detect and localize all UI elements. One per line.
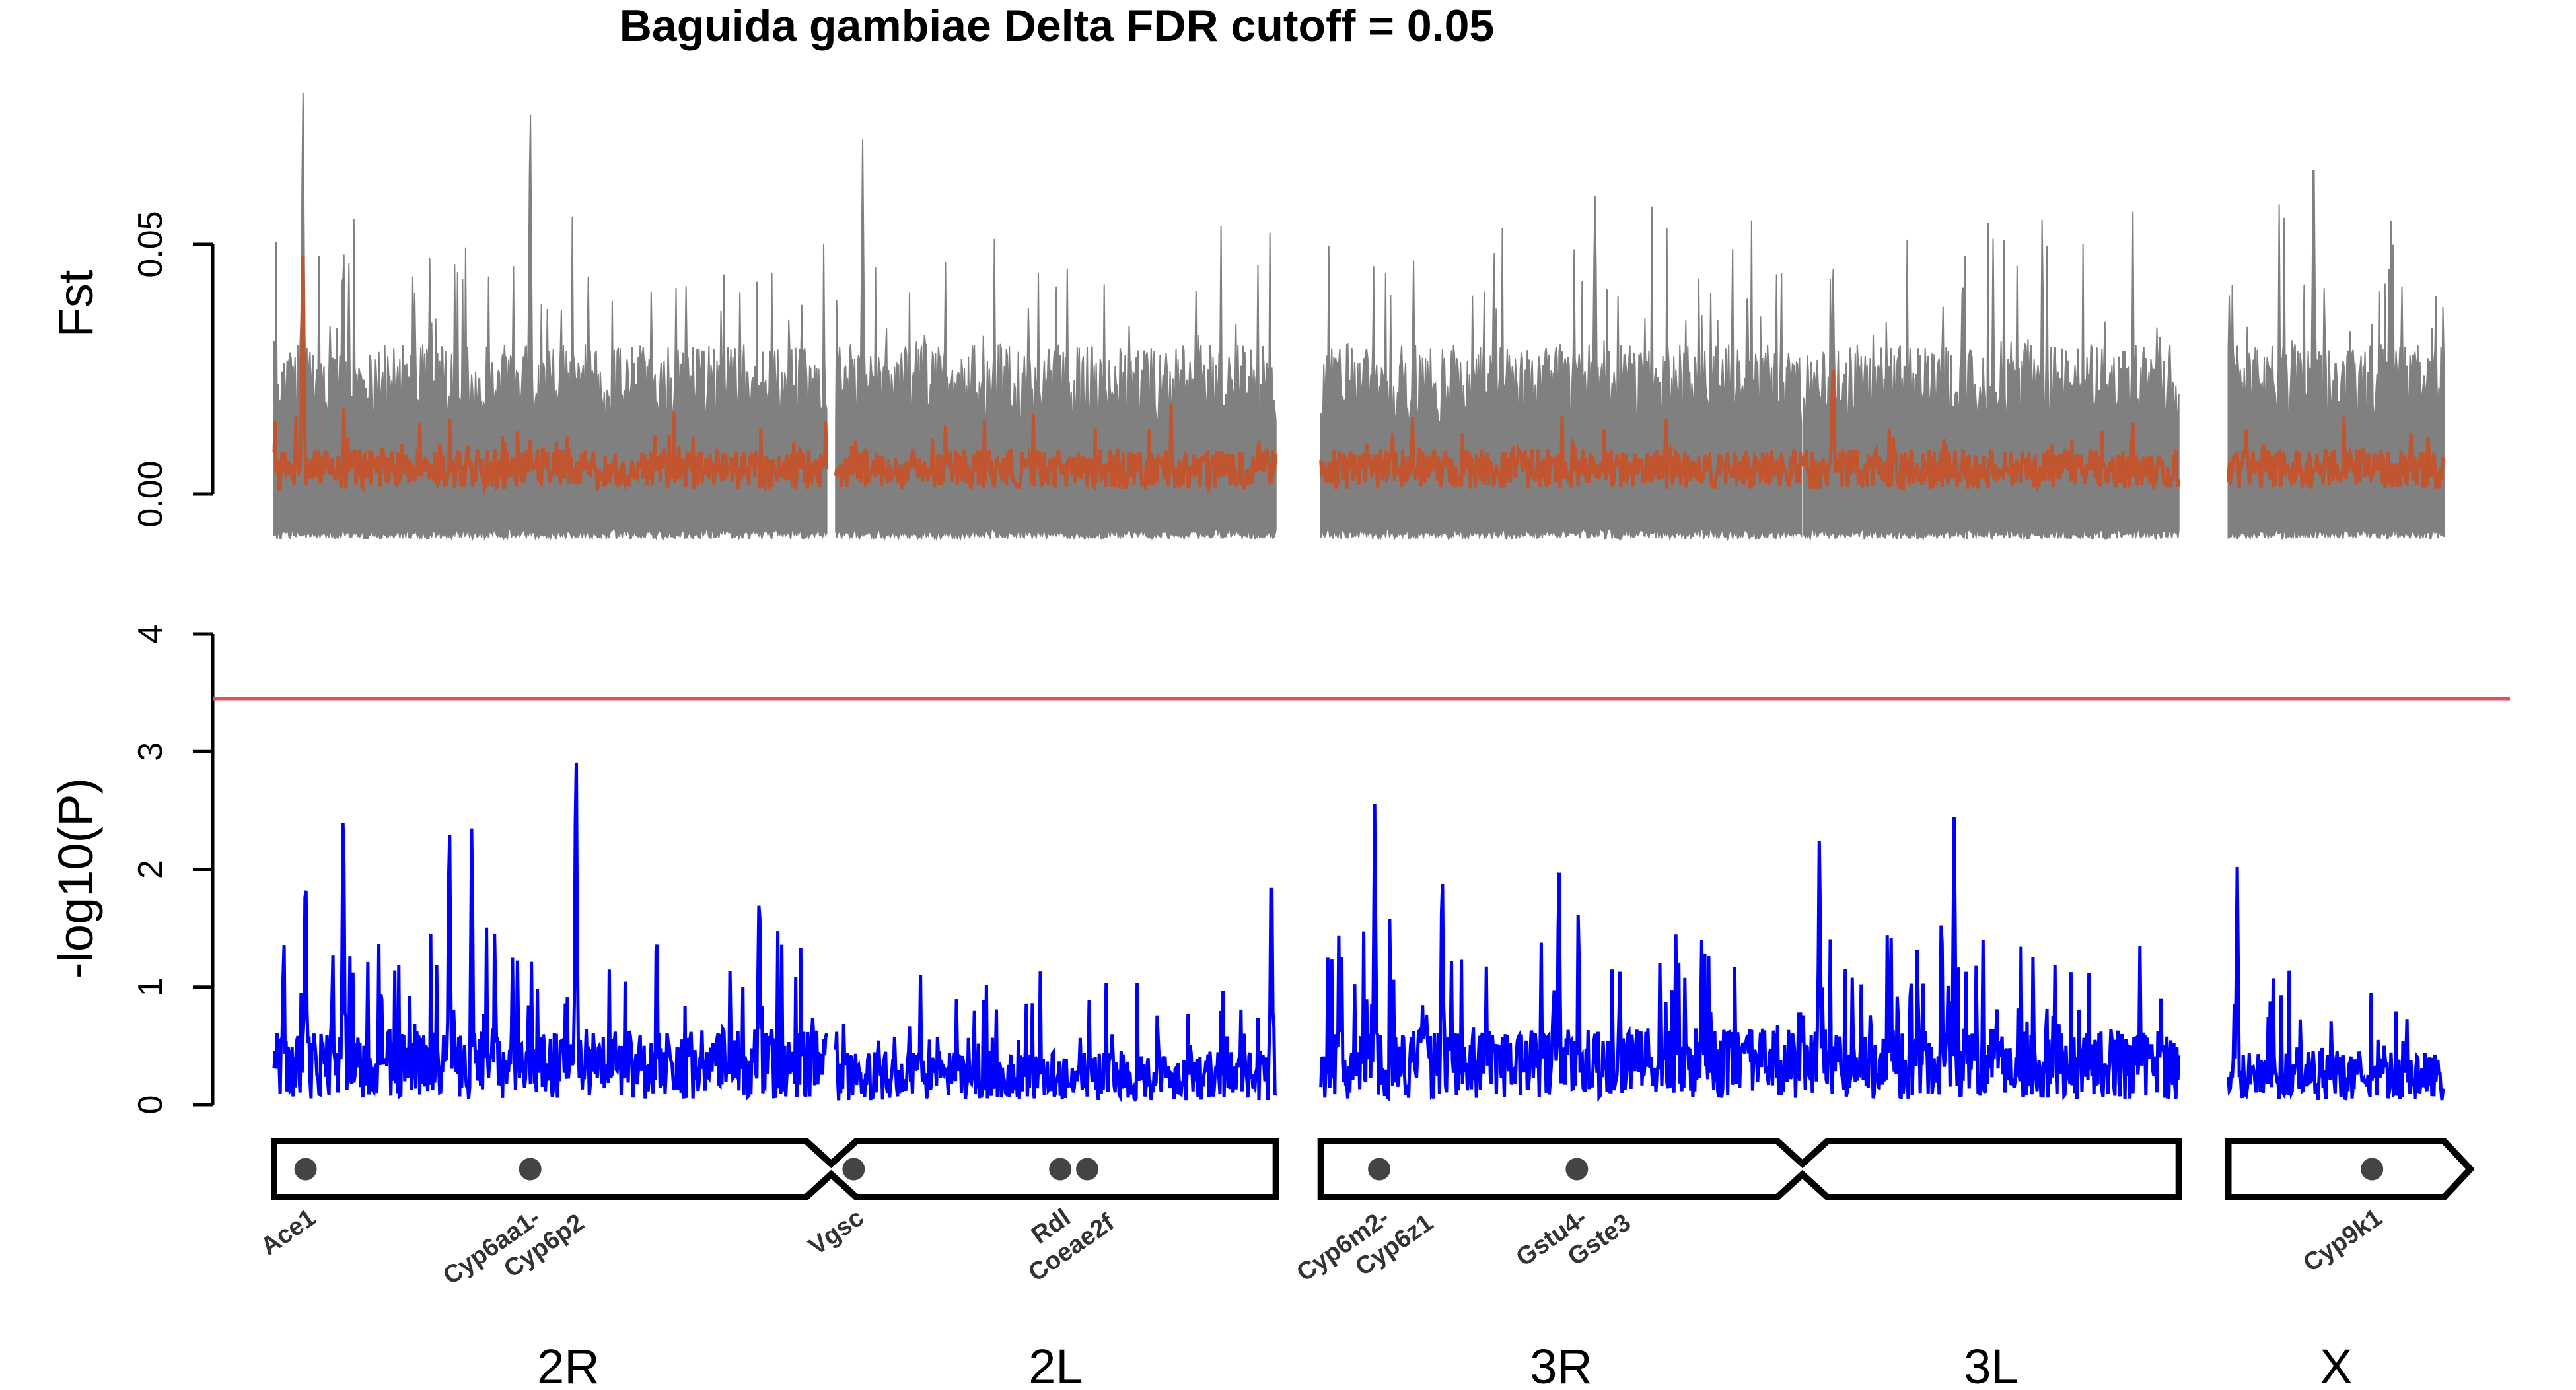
gene-marker-dot (1076, 1158, 1099, 1181)
gene-marker-dot (1368, 1158, 1391, 1181)
chromosome-2 (271, 1138, 1279, 1200)
fst-y-axis: 0.00 0.05 (131, 211, 215, 528)
gene-marker-label: Cyp6aa1-Cyp6p2 (438, 1185, 589, 1314)
fst-mean-line-3L (1802, 370, 2181, 492)
pvalue-line-X (2227, 866, 2446, 1101)
fst-mean-line-2L (834, 403, 1278, 495)
pvalue-tick-label: 2 (131, 860, 170, 879)
gene-marker-dot (294, 1158, 317, 1181)
gene-marker-dot (842, 1158, 865, 1181)
pvalue-tick-label: 0 (131, 1095, 170, 1115)
chromosome-label-3R: 3R (1530, 1339, 1592, 1387)
pvalue-y-axis-label: -log10(P) (48, 778, 103, 979)
gene-marker-dot (519, 1158, 542, 1181)
fst-tick-label: 0.05 (131, 211, 170, 277)
fst-mean-line-3R (1319, 416, 1803, 489)
gene-marker-label: Ace1 (256, 1204, 321, 1261)
chromosome-X (2225, 1138, 2475, 1200)
gene-marker-dot (1565, 1158, 1589, 1181)
gene-marker-label: Cyp9k1 (2299, 1204, 2388, 1278)
chromosome-3 (1317, 1138, 2182, 1200)
gene-marker-dot (2361, 1158, 2384, 1181)
gene-marker-label: Gstu4-Gste3 (1511, 1185, 1636, 1296)
gene-marker-label: Vgsc (804, 1204, 869, 1261)
pvalue-tick-label: 4 (131, 625, 170, 644)
pvalue-line-3L (1801, 817, 2181, 1101)
fst-y-axis-label: Fst (48, 269, 103, 337)
fst-envelope-3L (1803, 211, 2180, 541)
pvalue-series (272, 762, 2446, 1103)
fst-mean-line-2R (272, 256, 829, 495)
fst-tick-label: 0.00 (131, 460, 170, 527)
pvalue-y-axis: 0 1 2 3 4 (131, 625, 215, 1115)
fst-mean-line-X (2227, 416, 2446, 489)
pvalue-line-3R (1319, 804, 1803, 1103)
fst-envelope-3R (1320, 196, 1803, 541)
chromosome-label-3L: 3L (1964, 1339, 2018, 1387)
chromosome-label-2R: 2R (537, 1339, 600, 1387)
chart-title: Baguida gambiae Delta FDR cutoff = 0.05 (620, 1, 1494, 51)
chromosome-label-2L: 2L (1028, 1339, 1083, 1387)
chromosome-labels: 2R 2L 3R 3L X (537, 1339, 2352, 1390)
gene-marker-label: Cyp6m2-Cyp6z1 (1292, 1185, 1439, 1311)
pvalue-tick-label: 1 (131, 977, 170, 996)
fst-envelope-2R (273, 92, 828, 541)
pvalue-line-2L (834, 887, 1277, 1103)
pvalue-tick-label: 3 (131, 742, 170, 761)
fst-envelope-X (2227, 170, 2445, 541)
chromosome-ideogram (271, 1138, 2475, 1200)
chromosome-label-X: X (2320, 1339, 2352, 1387)
fst-series (272, 92, 2446, 541)
gene-marker-dot (1049, 1158, 1072, 1181)
pvalue-line-2R (272, 762, 829, 1101)
